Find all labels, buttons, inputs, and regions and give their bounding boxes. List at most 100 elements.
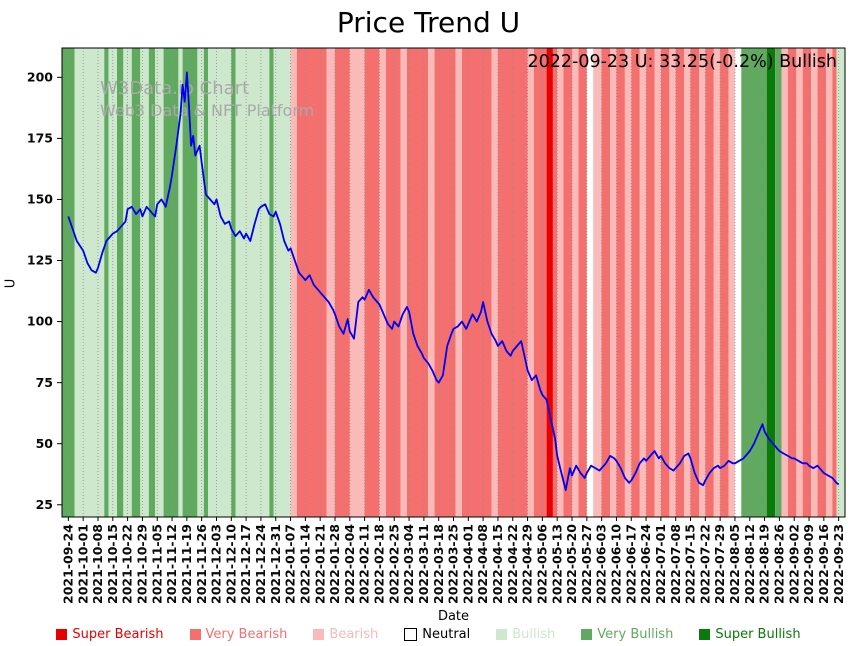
legend-swatch [496, 629, 508, 640]
sentiment-band [631, 48, 640, 517]
svg-text:125: 125 [27, 253, 53, 268]
sentiment-band [616, 48, 625, 517]
sentiment-band [335, 48, 350, 517]
sentiment-band [379, 48, 386, 517]
legend-swatch [404, 628, 418, 641]
sentiment-band [826, 48, 833, 517]
y-tick-labels: 25 50 75 100 125 150 175 200 [27, 69, 53, 511]
svg-text:2022-03-18: 2022-03-18 [431, 524, 446, 604]
sentiment-band [563, 48, 572, 517]
sentiment-band [428, 48, 435, 517]
svg-text:2022-01-21: 2022-01-21 [312, 524, 327, 604]
legend: Super Bearish Very Bearish Bearish Neutral B… [0, 627, 857, 642]
svg-text:2021-10-08: 2021-10-08 [90, 524, 105, 604]
sentiment-band [572, 48, 579, 517]
svg-text:2021-11-12: 2021-11-12 [164, 524, 179, 604]
svg-text:2022-04-08: 2022-04-08 [475, 524, 490, 604]
svg-text:2022-04-29: 2022-04-29 [520, 524, 535, 604]
sentiment-band [455, 48, 462, 517]
svg-text:2022-04-01: 2022-04-01 [460, 524, 475, 604]
svg-text:2022-05-20: 2022-05-20 [564, 524, 579, 604]
svg-text:2022-09-02: 2022-09-02 [786, 524, 801, 604]
svg-text:2022-09-16: 2022-09-16 [816, 524, 831, 604]
svg-text:175: 175 [27, 131, 53, 146]
svg-text:2022-04-22: 2022-04-22 [505, 524, 520, 604]
legend-item-very-bearish: Very Bearish [189, 627, 287, 642]
sentiment-band [462, 48, 492, 517]
sentiment-band [593, 48, 602, 517]
sentiment-band [349, 48, 365, 517]
svg-text:75: 75 [36, 375, 53, 390]
svg-text:2021-11-19: 2021-11-19 [179, 524, 194, 604]
sentiment-band [669, 48, 676, 517]
legend-label: Bullish [512, 627, 556, 642]
svg-text:2021-10-15: 2021-10-15 [105, 524, 120, 604]
sentiment-band [684, 48, 691, 517]
sentiment-band [705, 48, 714, 517]
sentiment-band [836, 48, 845, 517]
sentiment-band [208, 48, 232, 517]
sentiment-band [817, 48, 826, 517]
sentiment-band [787, 48, 797, 517]
sentiment-band [296, 48, 327, 517]
svg-text:2022-08-05: 2022-08-05 [727, 524, 742, 604]
svg-text:2022-06-17: 2022-06-17 [623, 524, 638, 604]
x-tick-labels: 2021-09-24 2021-10-01 2021-10-08 2021-10-15… [60, 524, 845, 604]
sentiment-band [646, 48, 655, 517]
svg-text:2021-11-26: 2021-11-26 [194, 524, 209, 604]
legend-label: Super Bullish [715, 627, 801, 642]
sentiment-band [699, 48, 706, 517]
sentiment-band [400, 48, 407, 517]
sentiment-band [131, 48, 141, 517]
sentiment-band [148, 48, 156, 517]
sentiment-band [178, 48, 183, 517]
svg-text:2022-06-03: 2022-06-03 [594, 524, 609, 604]
svg-text:200: 200 [27, 69, 53, 84]
sentiment-band [163, 48, 179, 517]
sentiment-band [197, 48, 204, 517]
sentiment-band [364, 48, 380, 517]
sentiment-band [385, 48, 401, 517]
sentiment-band [610, 48, 617, 517]
svg-text:2022-06-10: 2022-06-10 [609, 524, 624, 604]
svg-text:2021-12-10: 2021-12-10 [223, 524, 238, 604]
svg-text:2021-12-03: 2021-12-03 [209, 524, 224, 604]
legend-item-very-bullish: Very Bullish [581, 627, 673, 642]
sentiment-band [140, 48, 149, 517]
svg-text:2022-07-08: 2022-07-08 [668, 524, 683, 604]
svg-text:2022-05-13: 2022-05-13 [549, 524, 564, 604]
sentiment-band [735, 48, 742, 517]
sentiment-band [155, 48, 164, 517]
svg-text:2022-02-18: 2022-02-18 [372, 524, 387, 604]
gridlines [67, 48, 840, 517]
legend-item-bullish: Bullish [496, 627, 555, 642]
svg-text:2022-09-23: 2022-09-23 [831, 524, 846, 604]
sentiment-band [578, 48, 587, 517]
sentiment-band [675, 48, 685, 517]
sentiment-band [290, 48, 297, 517]
svg-text:100: 100 [27, 314, 53, 329]
svg-text:2021-09-24: 2021-09-24 [60, 524, 75, 604]
svg-text:2022-05-06: 2022-05-06 [535, 524, 550, 604]
legend-label: Super Bearish [72, 627, 164, 642]
sentiment-band [231, 48, 236, 517]
sentiment-band [553, 48, 558, 517]
svg-text:2022-04-15: 2022-04-15 [490, 524, 505, 604]
sentiment-band [654, 48, 661, 517]
legend-swatch [313, 629, 325, 640]
sentiment-band [639, 48, 646, 517]
sentiment-band [117, 48, 124, 517]
sentiment-band [624, 48, 632, 517]
sentiment-band [406, 48, 429, 517]
svg-text:2022-01-14: 2022-01-14 [298, 524, 313, 604]
sentiment-band [546, 48, 553, 517]
watermark: W3Data.io Chart Web3 Data & NFT Platform [100, 78, 314, 120]
sentiment-band [811, 48, 818, 517]
legend-item-neutral: Neutral [404, 627, 470, 642]
svg-text:2022-02-11: 2022-02-11 [357, 524, 372, 604]
svg-text:2022-05-27: 2022-05-27 [579, 524, 594, 604]
sentiment-band [781, 48, 788, 517]
sentiment-band [802, 48, 812, 517]
svg-text:25: 25 [36, 497, 53, 512]
